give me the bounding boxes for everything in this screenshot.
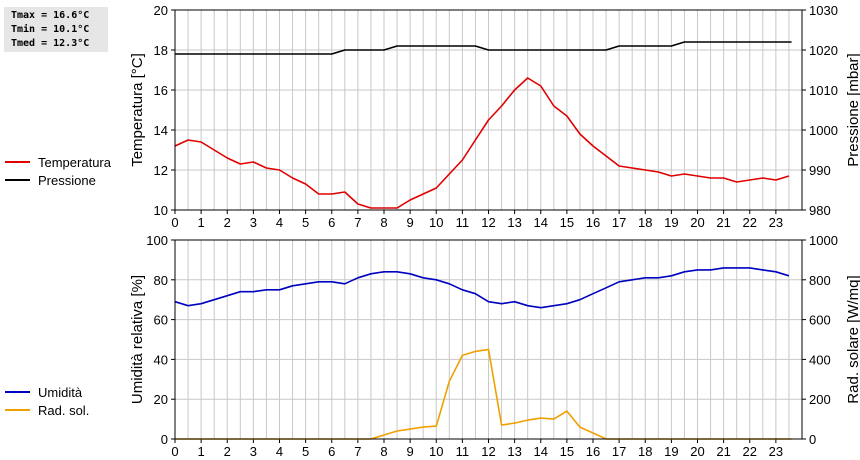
panel1-legend-label: Pressione — [38, 173, 96, 188]
panel1-x-tick-label: 17 — [612, 215, 626, 230]
panel1-y2-tick-label: 1030 — [809, 3, 838, 18]
panel1-series-right-line — [175, 41, 792, 55]
panel1-x-tick-label: 9 — [407, 215, 414, 230]
stats-box: Tmax = 16.6°C Tmin = 10.1°C Tmed = 12.3°… — [4, 7, 108, 52]
panel1-x-tick-label: 8 — [380, 215, 387, 230]
panel1-y-tick-label: 18 — [154, 43, 168, 58]
panel2-x-tick-label: 20 — [690, 444, 704, 459]
panel2-x-tick-label: 4 — [276, 444, 283, 459]
panel2-x-tick-label: 11 — [456, 444, 470, 459]
panel1-y-tick-label: 14 — [154, 123, 168, 138]
panel2-y2-tick-label: 1000 — [809, 233, 838, 248]
panel2-y2-tick-label: 0 — [809, 432, 816, 447]
panel2-x-tick-label: 2 — [224, 444, 231, 459]
panel1-x-tick-label: 7 — [354, 215, 361, 230]
panel1-x-tick-label: 1 — [198, 215, 205, 230]
panel1-ylabel: Temperatura [°C] — [129, 53, 146, 167]
panel1-y2-tick-label: 1010 — [809, 83, 838, 98]
panel2-x-tick-label: 12 — [481, 444, 495, 459]
panel1-frame — [174, 9, 803, 211]
panel1-x-tick-label: 6 — [328, 215, 335, 230]
panel2-x-tick-label: 3 — [250, 444, 257, 459]
panel1-y-tick-label: 12 — [154, 163, 168, 178]
panel1-x-tick-label: 18 — [638, 215, 652, 230]
panel2-y-tick-label: 0 — [161, 432, 168, 447]
panel2-x-tick-label: 23 — [769, 444, 783, 459]
panel1-x-tick-label: 20 — [690, 215, 704, 230]
panel2-x-tick-label: 5 — [302, 444, 309, 459]
panel1-x-tick-label: 16 — [586, 215, 600, 230]
panel1-x-tick-label: 12 — [481, 215, 495, 230]
panel2-x-tick-label: 21 — [716, 444, 730, 459]
panel1-y2-tick-label: 1000 — [809, 123, 838, 138]
panel2-x-tick-label: 19 — [664, 444, 678, 459]
panel2-y2-tick-label: 800 — [809, 273, 831, 288]
panel2-x-tick-label: 16 — [586, 444, 600, 459]
panel2-y2-tick-label: 600 — [809, 313, 831, 328]
panel2-y-tick-label: 60 — [154, 313, 168, 328]
panel1: 0 1 2 3 4 5 6 7 8 9 10 11 12 13 14 15 16 17 18 19 20 21 22 2310… — [5, 3, 860, 230]
panel2-x-tick-label: 17 — [612, 444, 626, 459]
panel2-x-tick-label: 9 — [407, 444, 414, 459]
panel1-legend-label: Temperatura — [38, 155, 112, 170]
panel2-y2-tick-label: 200 — [809, 392, 831, 407]
panel1-y-tick-label: 20 — [154, 3, 168, 18]
panel1-ylabel2: Pressione [mbar] — [845, 53, 860, 166]
panel2-x-tick-label: 10 — [429, 444, 443, 459]
panel2-y-tick-label: 40 — [154, 352, 168, 367]
stat-tmax: Tmax = 16.6°C — [11, 10, 90, 21]
panel1-x-tick-label: 14 — [534, 215, 548, 230]
panel1-x-tick-label: 13 — [507, 215, 521, 230]
panel2-legend-label: Umidità — [38, 385, 83, 400]
panel1-x-tick-label: 23 — [769, 215, 783, 230]
panel1-y2-tick-label: 1020 — [809, 43, 838, 58]
panel1-x-tick-label: 2 — [224, 215, 231, 230]
panel2-x-tick-label: 14 — [534, 444, 548, 459]
panel2-x-tick-label: 18 — [638, 444, 652, 459]
panel2-y-tick-label: 80 — [154, 273, 168, 288]
panel2-x-tick-label: 15 — [560, 444, 574, 459]
panel1-x-tick-label: 15 — [560, 215, 574, 230]
panel1-y-tick-label: 16 — [154, 83, 168, 98]
panel1-x-tick-label: 11 — [456, 215, 470, 230]
panel2-y-tick-label: 20 — [154, 392, 168, 407]
panel1-x-tick-label: 21 — [716, 215, 730, 230]
panel1-y2-tick-label: 980 — [809, 203, 831, 218]
panel2-ylabel2: Rad. solare [W/mq] — [845, 275, 860, 403]
panel1-x-tick-label: 19 — [664, 215, 678, 230]
panel1-x-tick-label: 10 — [429, 215, 443, 230]
panel2-x-tick-label: 1 — [198, 444, 205, 459]
panel1-x-tick-label: 4 — [276, 215, 283, 230]
panel2: 0 1 2 3 4 5 6 7 8 9 10 11 12 13 14 15 16 17 18 19 20 21 22 2302… — [5, 233, 860, 459]
panel1-x-tick-label: 5 — [302, 215, 309, 230]
panel1-series-left-line — [174, 77, 790, 209]
panel1-x-tick-label: 0 — [171, 215, 178, 230]
panel2-x-tick-label: 0 — [171, 444, 178, 459]
panel2-x-tick-label: 8 — [380, 444, 387, 459]
panel1-y2-tick-label: 990 — [809, 163, 831, 178]
panel1-x-tick-label: 22 — [743, 215, 757, 230]
panel2-series-left-line — [174, 267, 790, 309]
panel2-frame — [174, 239, 803, 440]
panel1-y-tick-label: 10 — [154, 203, 168, 218]
panel2-y2-tick-label: 400 — [809, 352, 831, 367]
panel2-y-tick-label: 100 — [146, 233, 168, 248]
panel2-series-right-line — [175, 348, 792, 440]
panel2-x-tick-label: 13 — [507, 444, 521, 459]
panel2-x-tick-label: 7 — [354, 444, 361, 459]
panel2-ylabel: Umidità relativa [%] — [129, 275, 146, 404]
panel2-x-tick-label: 6 — [328, 444, 335, 459]
panel1-x-tick-label: 3 — [250, 215, 257, 230]
panel2-legend-label: Rad. sol. — [38, 403, 89, 418]
stat-tmed: Tmed = 12.3°C — [11, 38, 90, 49]
stat-tmin: Tmin = 10.1°C — [11, 24, 90, 35]
panel2-x-tick-label: 22 — [743, 444, 757, 459]
